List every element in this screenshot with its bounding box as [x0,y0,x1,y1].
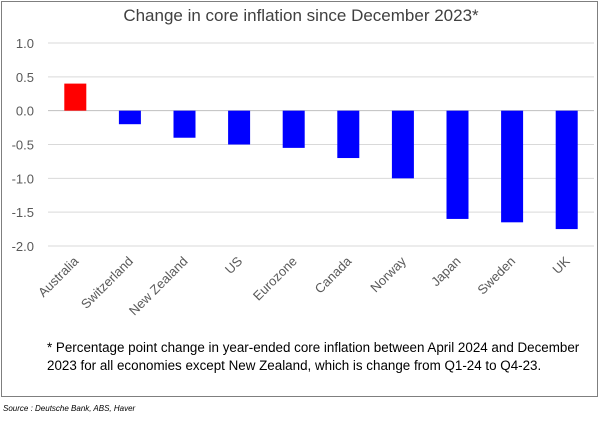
x-tick-label: New Zealand [126,254,191,319]
x-tick-label: Japan [428,254,464,290]
x-tick-label: Sweden [474,254,518,298]
x-tick-label: Norway [367,253,409,295]
bar-switzerland [118,110,141,125]
bar-uk [555,110,578,230]
x-tick-label: Australia [35,253,82,300]
y-tick-label: 0.5 [16,70,34,85]
y-tick-label: 0.0 [16,104,34,119]
y-tick-label: -2.0 [12,239,34,254]
bar-norway [391,110,414,179]
y-tick-label: -1.0 [12,171,34,186]
bar-chart: 1.0 0.5 0.0 -0.5 -1.0 -1.5 -2.0 AustraliaSwitz… [12,36,594,318]
x-tick-label: Canada [312,253,355,296]
source-note: Source : Deutsche Bank, ABS, Haver [3,404,136,413]
bar-us [228,110,251,145]
x-tick-label: UK [549,253,573,277]
y-tick-label: 1.0 [16,36,34,51]
y-axis-ticks: 1.0 0.5 0.0 -0.5 -1.0 -1.5 -2.0 [12,36,34,254]
bar-new-zealand [173,110,196,138]
y-tick-label: -1.5 [12,205,34,220]
bar-sweden [501,110,524,223]
chart-frame [1,1,598,397]
footnote: * Percentage point change in year-ended … [47,340,580,373]
bar-eurozone [282,110,305,148]
bar-australia [64,83,87,111]
x-tick-label: US [222,253,246,277]
x-tick-label: Eurozone [250,254,300,304]
x-tick-label: Switzerland [78,254,136,312]
y-tick-label: -0.5 [12,138,34,153]
bar-japan [446,110,469,219]
bars [64,83,578,230]
bar-canada [337,110,360,159]
chart-title: Change in core inflation since December … [123,6,479,25]
